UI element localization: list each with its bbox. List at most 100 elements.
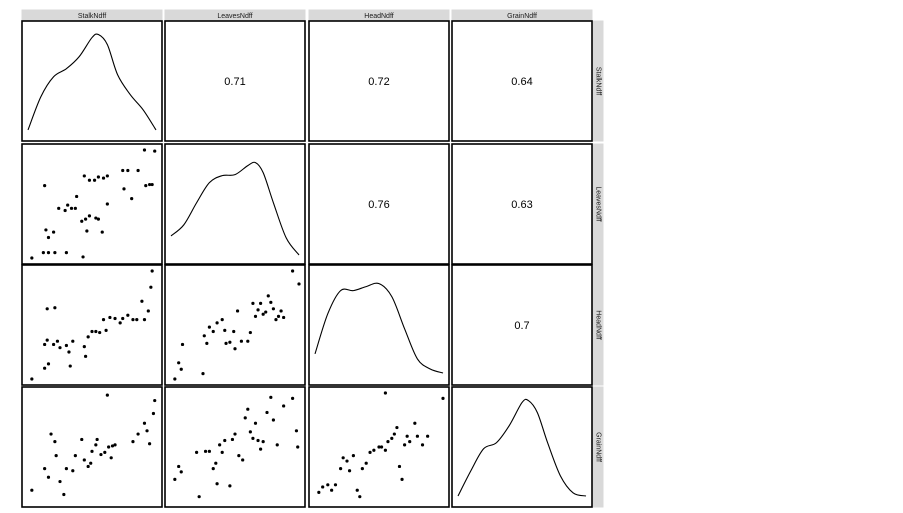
scatter-point-headndff-leavesndff-8 [211, 329, 215, 334]
scatter-point-leavesndff-stalkndff-5 [64, 251, 68, 255]
scatter-point-grainndff-headndff-13 [364, 461, 368, 465]
scatter-point-leavesndff-stalkndff-2 [46, 251, 51, 255]
scatter-point-grainndff-stalkndff-1 [43, 467, 47, 471]
scatter-point-headndff-stalkndff-5 [52, 342, 56, 347]
scatter-point-leavesndff-stalkndff-0 [30, 256, 34, 260]
scatter-point-grainndff-leavesndff-18 [243, 416, 247, 420]
scatter-point-grainndff-stalkndff-23 [113, 443, 117, 447]
scatter-point-leavesndff-stalkndff-10 [57, 206, 61, 210]
scatter-point-grainndff-leavesndff-31 [291, 396, 295, 400]
scatter-point-leavesndff-stalkndff-6 [81, 255, 85, 259]
scatter-point-headndff-leavesndff-15 [233, 347, 237, 351]
scatter-point-grainndff-stalkndff-15 [90, 449, 94, 453]
panel-headndff-headndff [308, 264, 450, 386]
density-curve-leavesndff [170, 161, 300, 256]
panel-leavesndff-leavesndff [164, 143, 306, 265]
scatter-point-headndff-stalkndff-1 [43, 366, 47, 370]
scatter-point-headndff-leavesndff-23 [259, 301, 263, 305]
scatter-point-grainndff-stalkndff-27 [145, 429, 149, 433]
scatter-point-grainndff-headndff-12 [360, 467, 364, 471]
scatter-point-headndff-stalkndff-19 [98, 330, 102, 335]
scatter-point-leavesndff-stalkndff-33 [130, 197, 134, 201]
scatter-point-grainndff-stalkndff-19 [103, 450, 107, 454]
panel-grainndff-leavesndff [164, 386, 306, 508]
scatter-point-headndff-stalkndff-9 [67, 350, 71, 354]
scatter-point-leavesndff-stalkndff-30 [122, 187, 126, 191]
scatter-point-grainndff-stalkndff-13 [86, 464, 90, 469]
scatter-point-grainndff-leavesndff-11 [220, 450, 224, 454]
scatter-point-headndff-leavesndff-13 [228, 340, 232, 344]
scatter-point-grainndff-headndff-1 [321, 485, 325, 489]
scatter-point-grainndff-stalkndff-21 [109, 456, 113, 460]
scatter-point-grainndff-leavesndff-16 [237, 454, 241, 458]
scatter-point-grainndff-headndff-10 [355, 488, 359, 492]
scatter-point-headndff-stalkndff-8 [64, 343, 68, 348]
scatter-point-leavesndff-stalkndff-31 [121, 168, 125, 173]
scatter-point-grainndff-headndff-30 [420, 443, 425, 447]
panel-headndff-leavesndff [164, 264, 306, 386]
scatter-point-grainndff-stalkndff-4 [53, 440, 57, 444]
scatter-point-grainndff-leavesndff-2 [179, 470, 183, 474]
strip-right-label-grainndff: GrainNdff [595, 432, 602, 462]
scatter-point-headndff-leavesndff-3 [180, 342, 185, 347]
strip-top-label-stalkndff: StalkNdff [78, 13, 106, 20]
scatter-point-grainndff-leavesndff-30 [282, 404, 286, 408]
scatter-point-headndff-stalkndff-24 [118, 321, 122, 325]
scatter-point-headndff-stalkndff-6 [55, 339, 60, 343]
scatter-point-grainndff-headndff-0 [317, 490, 321, 494]
strip-top-stalkndff [21, 9, 163, 21]
scatter-point-grainndff-stalkndff-12 [82, 458, 86, 462]
scatter-point-grainndff-stalkndff-26 [142, 421, 147, 425]
scatter-point-leavesndff-stalkndff-4 [46, 235, 51, 240]
scatter-point-grainndff-stalkndff-24 [105, 393, 109, 397]
scatter-point-grainndff-leavesndff-6 [207, 449, 211, 453]
scatter-point-grainndff-headndff-4 [333, 483, 338, 487]
scatter-point-grainndff-leavesndff-8 [214, 461, 218, 465]
scatter-point-leavesndff-stalkndff-34 [136, 168, 140, 173]
scatter-point-leavesndff-stalkndff-28 [101, 176, 106, 180]
scatter-point-headndff-stalkndff-21 [104, 328, 108, 332]
scatter-point-headndff-stalkndff-3 [43, 342, 47, 347]
scatter-point-grainndff-headndff-16 [377, 445, 381, 449]
scatter-point-headndff-leavesndff-32 [282, 315, 286, 320]
scatter-point-leavesndff-stalkndff-29 [105, 174, 109, 178]
scatter-point-headndff-leavesndff-12 [224, 341, 228, 345]
scatter-point-grainndff-leavesndff-26 [265, 410, 269, 415]
scatter-point-leavesndff-stalkndff-32 [126, 168, 130, 173]
scatter-point-grainndff-headndff-11 [358, 495, 362, 499]
panel-headndff-stalkndff [21, 264, 163, 386]
scatter-point-headndff-leavesndff-27 [269, 300, 273, 304]
scatter-point-grainndff-stalkndff-0 [30, 488, 34, 492]
scatter-point-grainndff-stalkndff-14 [89, 461, 93, 465]
scatter-point-leavesndff-stalkndff-9 [43, 184, 47, 188]
scatter-point-headndff-stalkndff-28 [135, 318, 139, 322]
scatter-point-grainndff-headndff-5 [339, 467, 343, 471]
correlation-label-stalkndff-headndff: 0.72 [368, 76, 389, 88]
scatter-point-grainndff-headndff-31 [426, 434, 430, 438]
scatter-point-headndff-leavesndff-6 [205, 341, 209, 345]
scatter-point-headndff-stalkndff-23 [113, 316, 117, 321]
scatter-point-grainndff-stalkndff-29 [151, 411, 156, 416]
strip-right-headndff [592, 264, 604, 386]
scatter-point-grainndff-leavesndff-10 [218, 443, 222, 447]
scatter-point-headndff-stalkndff-15 [82, 345, 86, 349]
strip-top-label-headndff: HeadNdff [364, 13, 394, 20]
panel-leavesndff-stalkndff [21, 143, 163, 265]
scatter-point-leavesndff-stalkndff-11 [69, 206, 74, 210]
scatter-point-grainndff-headndff-26 [405, 434, 409, 438]
scatter-point-grainndff-stalkndff-17 [95, 437, 99, 442]
scatter-point-headndff-leavesndff-16 [235, 309, 240, 313]
scatter-point-headndff-stalkndff-4 [45, 338, 49, 342]
scatter-point-grainndff-stalkndff-2 [46, 475, 51, 479]
scatter-point-leavesndff-stalkndff-1 [41, 251, 45, 255]
scatter-point-headndff-leavesndff-34 [297, 282, 301, 286]
scatter-point-leavesndff-stalkndff-36 [148, 182, 152, 187]
scatter-point-grainndff-headndff-18 [383, 448, 387, 452]
scatter-point-leavesndff-stalkndff-8 [52, 230, 56, 234]
scatter-point-grainndff-headndff-2 [326, 483, 330, 487]
scatter-point-grainndff-stalkndff-20 [107, 445, 111, 449]
scatter-point-grainndff-leavesndff-29 [275, 443, 279, 447]
scatter-point-headndff-leavesndff-20 [251, 301, 255, 305]
scatter-point-grainndff-leavesndff-28 [271, 418, 275, 422]
